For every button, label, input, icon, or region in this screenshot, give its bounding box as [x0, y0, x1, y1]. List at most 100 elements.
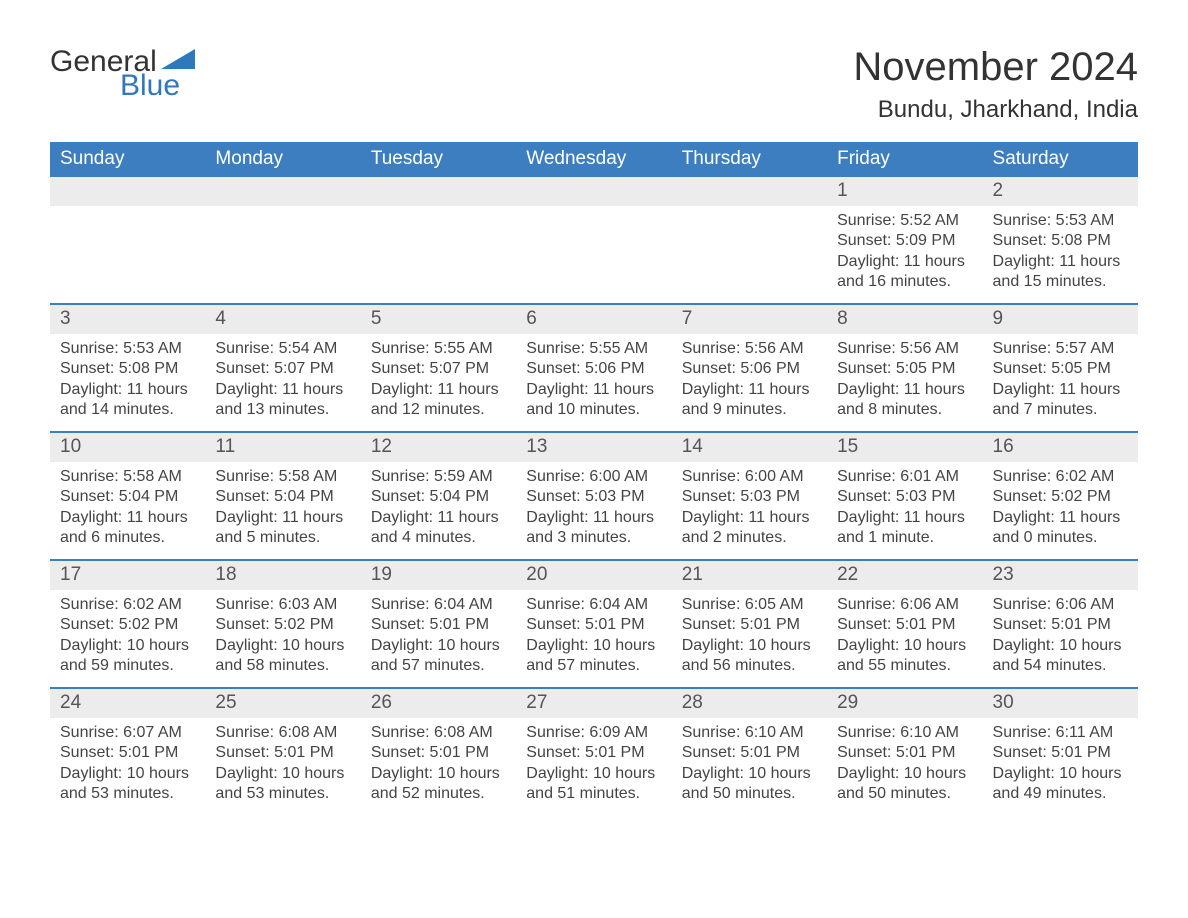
calendar-cell: [50, 177, 205, 303]
sunrise-text: Sunrise: 5:53 AM: [993, 211, 1132, 231]
sunset-text: Sunset: 5:08 PM: [993, 231, 1132, 251]
sunset-text: Sunset: 5:01 PM: [215, 743, 354, 763]
day-number: 30: [983, 689, 1138, 718]
day-header: Wednesday: [516, 142, 671, 177]
calendar-cell: 2Sunrise: 5:53 AMSunset: 5:08 PMDaylight…: [983, 177, 1138, 303]
sunrise-text: Sunrise: 5:58 AM: [215, 467, 354, 487]
sunrise-text: Sunrise: 5:54 AM: [215, 339, 354, 359]
day-number: [516, 177, 671, 206]
calendar-cell: 19Sunrise: 6:04 AMSunset: 5:01 PMDayligh…: [361, 561, 516, 687]
day-info: Sunrise: 6:09 AMSunset: 5:01 PMDaylight:…: [516, 718, 671, 805]
day-header: Monday: [205, 142, 360, 177]
day-number: 22: [827, 561, 982, 590]
sunrise-text: Sunrise: 5:52 AM: [837, 211, 976, 231]
day-info: Sunrise: 6:06 AMSunset: 5:01 PMDaylight:…: [827, 590, 982, 677]
daylight-text: Daylight: 11 hours and 8 minutes.: [837, 380, 976, 421]
daylight-text: Daylight: 10 hours and 54 minutes.: [993, 636, 1132, 677]
sunset-text: Sunset: 5:02 PM: [60, 615, 199, 635]
day-info: Sunrise: 6:00 AMSunset: 5:03 PMDaylight:…: [516, 462, 671, 549]
day-info: Sunrise: 6:04 AMSunset: 5:01 PMDaylight:…: [361, 590, 516, 677]
calendar-cell: 12Sunrise: 5:59 AMSunset: 5:04 PMDayligh…: [361, 433, 516, 559]
day-info: Sunrise: 6:10 AMSunset: 5:01 PMDaylight:…: [672, 718, 827, 805]
daylight-text: Daylight: 11 hours and 13 minutes.: [215, 380, 354, 421]
daylight-text: Daylight: 10 hours and 58 minutes.: [215, 636, 354, 677]
sunrise-text: Sunrise: 6:09 AM: [526, 723, 665, 743]
daylight-text: Daylight: 10 hours and 53 minutes.: [60, 764, 199, 805]
daylight-text: Daylight: 10 hours and 56 minutes.: [682, 636, 821, 677]
calendar-cell: 16Sunrise: 6:02 AMSunset: 5:02 PMDayligh…: [983, 433, 1138, 559]
sunset-text: Sunset: 5:06 PM: [682, 359, 821, 379]
day-header: Saturday: [983, 142, 1138, 177]
sunset-text: Sunset: 5:01 PM: [60, 743, 199, 763]
calendar-cell: 21Sunrise: 6:05 AMSunset: 5:01 PMDayligh…: [672, 561, 827, 687]
daylight-text: Daylight: 10 hours and 50 minutes.: [682, 764, 821, 805]
day-number: 14: [672, 433, 827, 462]
sunrise-text: Sunrise: 5:57 AM: [993, 339, 1132, 359]
day-header: Sunday: [50, 142, 205, 177]
calendar-cell: 29Sunrise: 6:10 AMSunset: 5:01 PMDayligh…: [827, 689, 982, 815]
weeks-container: 1Sunrise: 5:52 AMSunset: 5:09 PMDaylight…: [50, 177, 1138, 815]
calendar-cell: 9Sunrise: 5:57 AMSunset: 5:05 PMDaylight…: [983, 305, 1138, 431]
daylight-text: Daylight: 11 hours and 16 minutes.: [837, 252, 976, 293]
brand-triangle-icon: [161, 43, 195, 77]
day-number: [205, 177, 360, 206]
daylight-text: Daylight: 11 hours and 10 minutes.: [526, 380, 665, 421]
sunrise-text: Sunrise: 6:06 AM: [993, 595, 1132, 615]
day-header: Friday: [827, 142, 982, 177]
day-info: Sunrise: 6:05 AMSunset: 5:01 PMDaylight:…: [672, 590, 827, 677]
day-info: Sunrise: 5:52 AMSunset: 5:09 PMDaylight:…: [827, 206, 982, 293]
daylight-text: Daylight: 10 hours and 59 minutes.: [60, 636, 199, 677]
daylight-text: Daylight: 11 hours and 7 minutes.: [993, 380, 1132, 421]
sunset-text: Sunset: 5:01 PM: [526, 743, 665, 763]
sunrise-text: Sunrise: 5:55 AM: [526, 339, 665, 359]
calendar-cell: 3Sunrise: 5:53 AMSunset: 5:08 PMDaylight…: [50, 305, 205, 431]
sunrise-text: Sunrise: 5:59 AM: [371, 467, 510, 487]
day-header-row: Sunday Monday Tuesday Wednesday Thursday…: [50, 142, 1138, 177]
title-block: November 2024 Bundu, Jharkhand, India: [853, 45, 1138, 124]
daylight-text: Daylight: 11 hours and 14 minutes.: [60, 380, 199, 421]
day-number: 15: [827, 433, 982, 462]
sunset-text: Sunset: 5:02 PM: [215, 615, 354, 635]
sunset-text: Sunset: 5:03 PM: [682, 487, 821, 507]
sunrise-text: Sunrise: 6:10 AM: [682, 723, 821, 743]
daylight-text: Daylight: 11 hours and 12 minutes.: [371, 380, 510, 421]
day-info: Sunrise: 6:08 AMSunset: 5:01 PMDaylight:…: [361, 718, 516, 805]
calendar-week: 24Sunrise: 6:07 AMSunset: 5:01 PMDayligh…: [50, 687, 1138, 815]
sunrise-text: Sunrise: 6:04 AM: [371, 595, 510, 615]
day-header: Tuesday: [361, 142, 516, 177]
day-number: 26: [361, 689, 516, 718]
day-number: 3: [50, 305, 205, 334]
sunrise-text: Sunrise: 6:08 AM: [215, 723, 354, 743]
day-number: 28: [672, 689, 827, 718]
daylight-text: Daylight: 11 hours and 1 minute.: [837, 508, 976, 549]
day-number: 24: [50, 689, 205, 718]
calendar: Sunday Monday Tuesday Wednesday Thursday…: [50, 142, 1138, 815]
sunset-text: Sunset: 5:01 PM: [993, 743, 1132, 763]
sunrise-text: Sunrise: 6:05 AM: [682, 595, 821, 615]
day-number: 8: [827, 305, 982, 334]
day-info: Sunrise: 5:57 AMSunset: 5:05 PMDaylight:…: [983, 334, 1138, 421]
day-info: Sunrise: 5:59 AMSunset: 5:04 PMDaylight:…: [361, 462, 516, 549]
daylight-text: Daylight: 11 hours and 4 minutes.: [371, 508, 510, 549]
daylight-text: Daylight: 11 hours and 5 minutes.: [215, 508, 354, 549]
sunset-text: Sunset: 5:07 PM: [371, 359, 510, 379]
day-info: Sunrise: 6:06 AMSunset: 5:01 PMDaylight:…: [983, 590, 1138, 677]
sunrise-text: Sunrise: 6:02 AM: [993, 467, 1132, 487]
calendar-cell: 8Sunrise: 5:56 AMSunset: 5:05 PMDaylight…: [827, 305, 982, 431]
sunrise-text: Sunrise: 6:07 AM: [60, 723, 199, 743]
calendar-week: 3Sunrise: 5:53 AMSunset: 5:08 PMDaylight…: [50, 303, 1138, 431]
daylight-text: Daylight: 10 hours and 52 minutes.: [371, 764, 510, 805]
sunrise-text: Sunrise: 6:06 AM: [837, 595, 976, 615]
calendar-cell: 7Sunrise: 5:56 AMSunset: 5:06 PMDaylight…: [672, 305, 827, 431]
sunrise-text: Sunrise: 6:02 AM: [60, 595, 199, 615]
sunset-text: Sunset: 5:05 PM: [993, 359, 1132, 379]
day-number: [50, 177, 205, 206]
calendar-week: 17Sunrise: 6:02 AMSunset: 5:02 PMDayligh…: [50, 559, 1138, 687]
calendar-cell: 27Sunrise: 6:09 AMSunset: 5:01 PMDayligh…: [516, 689, 671, 815]
sunset-text: Sunset: 5:07 PM: [215, 359, 354, 379]
day-number: 21: [672, 561, 827, 590]
calendar-cell: 26Sunrise: 6:08 AMSunset: 5:01 PMDayligh…: [361, 689, 516, 815]
daylight-text: Daylight: 10 hours and 57 minutes.: [526, 636, 665, 677]
sunset-text: Sunset: 5:02 PM: [993, 487, 1132, 507]
day-info: Sunrise: 6:00 AMSunset: 5:03 PMDaylight:…: [672, 462, 827, 549]
